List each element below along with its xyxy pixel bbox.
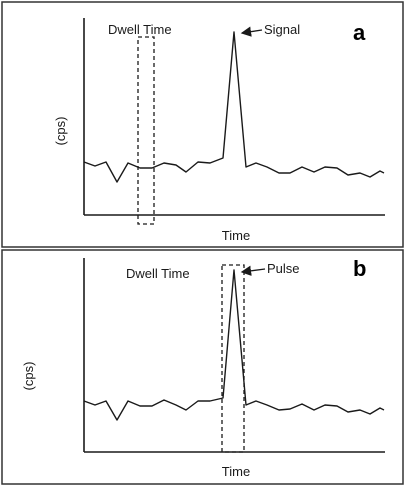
panel-a-signal-trace: [83, 31, 385, 183]
panel-b-pulse-box: [221, 264, 245, 453]
panel-a-signal-label: Signal: [264, 22, 300, 37]
panel-b-dwell-time-label: Dwell Time: [126, 266, 190, 281]
panel-b-label: b: [353, 256, 366, 281]
panel-b: Dwell Time Pulse (cps) Time b: [1, 249, 404, 485]
panel-b-border: [1, 249, 404, 485]
panel-a-label: a: [353, 20, 366, 45]
panel-a: Dwell Time Signal (cps) Time a: [1, 1, 404, 248]
panel-b-pulse-trace: [83, 269, 385, 421]
panel-a-y-axis-label: (cps): [53, 117, 68, 146]
panel-b-x-axis-label: Time: [222, 464, 250, 479]
panel-a-dwell-time-label: Dwell Time: [108, 22, 172, 37]
panel-a-dwell-time-box: [137, 36, 155, 225]
panel-a-signal-arrow: [240, 26, 263, 37]
panel-b-pulse-arrow: [240, 265, 266, 276]
panel-a-border: [1, 1, 404, 248]
panel-b-y-axis-label: (cps): [21, 362, 36, 391]
panel-b-pulse-label: Pulse: [267, 261, 300, 276]
panel-a-x-axis-label: Time: [222, 228, 250, 243]
